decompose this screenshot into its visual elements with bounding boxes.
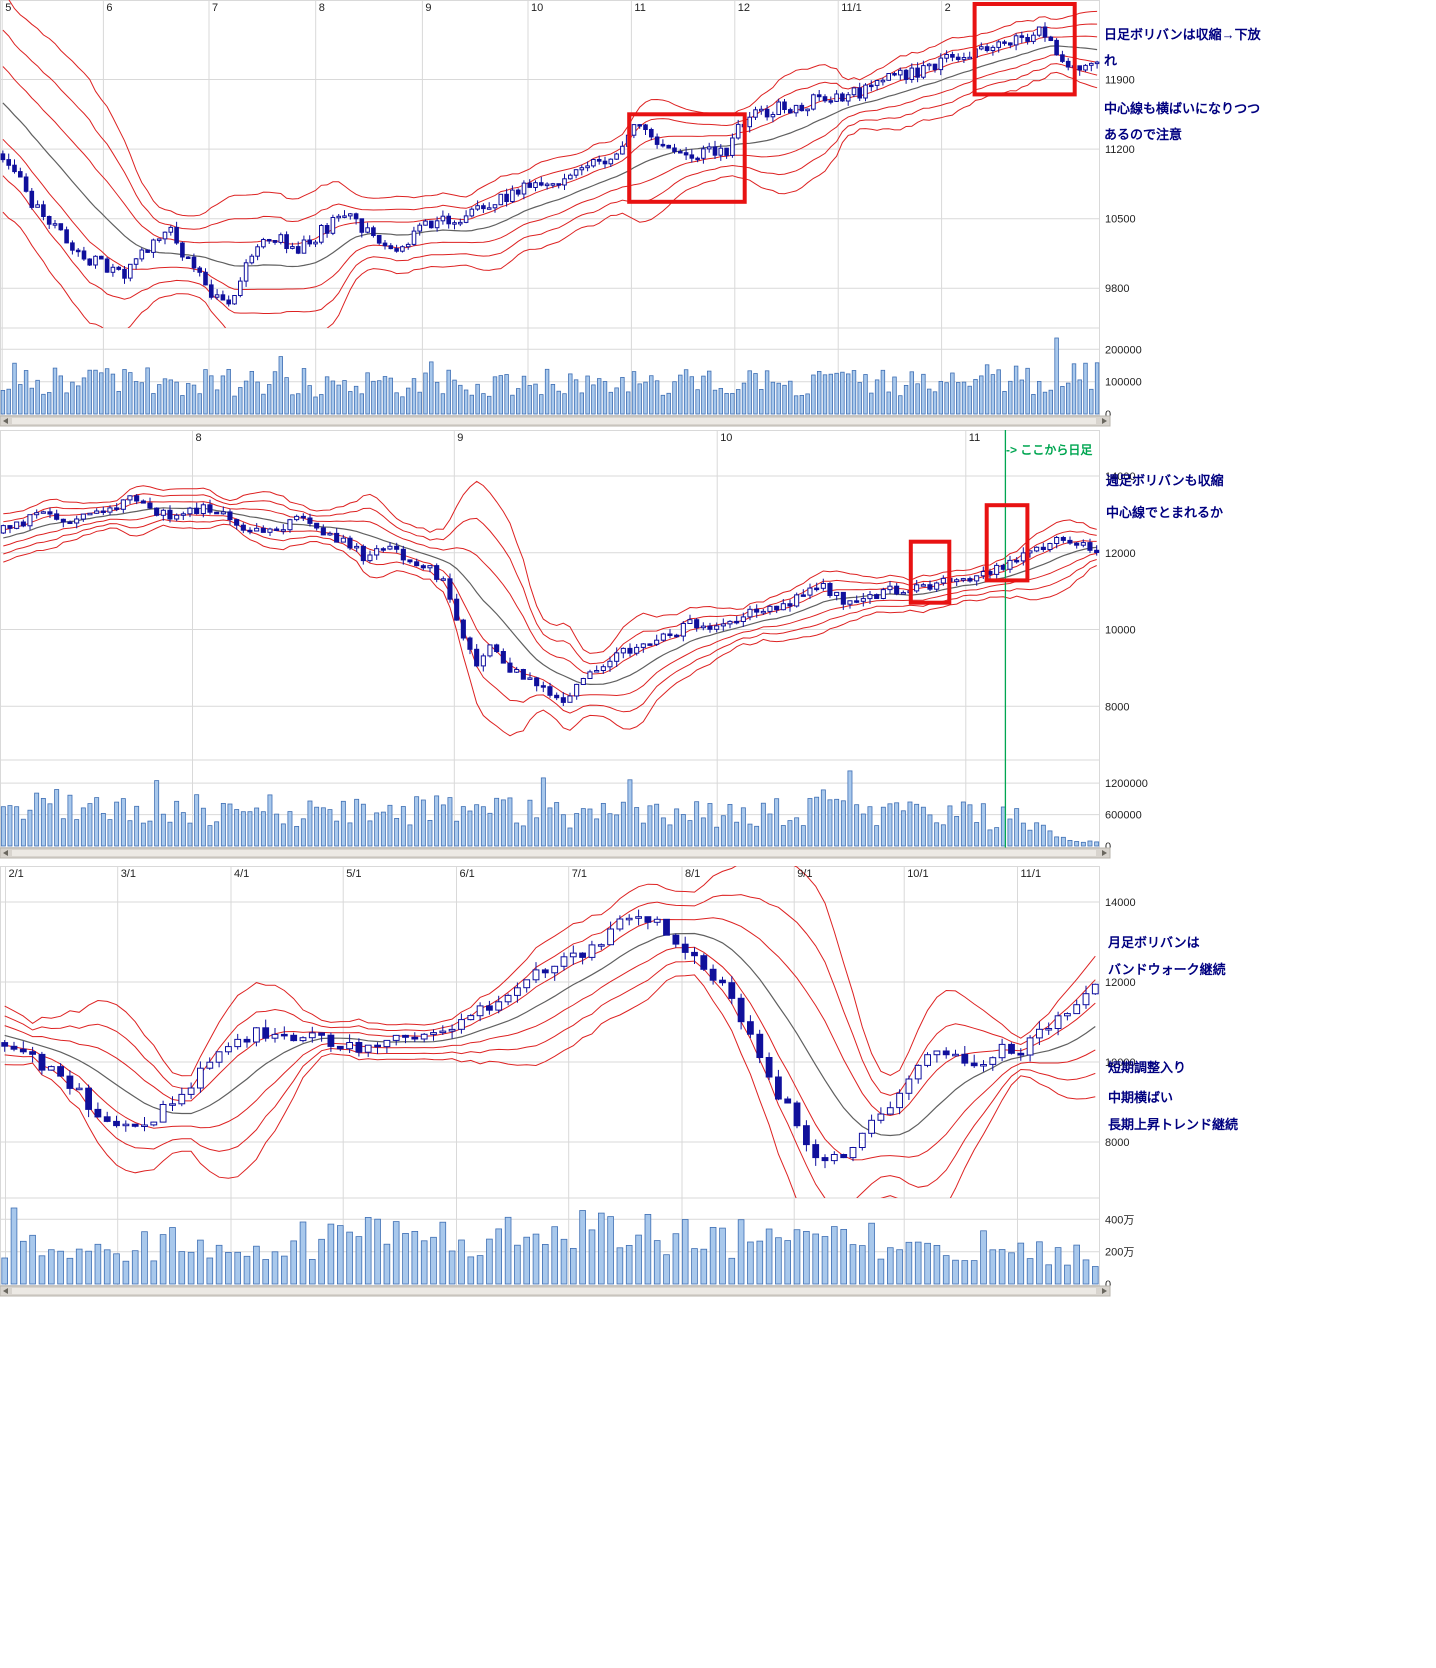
- daily-chart: 5 6 7 8 9 10 11 12 11/1 2 11900 11200 10500 9800 20000…: [0, 0, 1160, 428]
- svg-text:8/1: 8/1: [685, 868, 700, 880]
- svg-text:2/1: 2/1: [9, 868, 24, 880]
- svg-text:6/1: 6/1: [460, 868, 475, 880]
- svg-text:2: 2: [945, 2, 951, 14]
- daily-note-2: 中心線も横ばいになりつつあるので注意: [1104, 101, 1261, 142]
- svg-text:8000: 8000: [1105, 1137, 1129, 1149]
- svg-text:1200000: 1200000: [1105, 778, 1148, 790]
- svg-text:10/1: 10/1: [907, 868, 928, 880]
- highlight-box: [972, 2, 1077, 97]
- svg-text:0: 0: [1105, 1279, 1111, 1291]
- svg-text:9: 9: [425, 2, 431, 14]
- axis-labels: 8 9 10 11 14000 12000 10000 8000 1200000 600000 0: [196, 432, 1148, 853]
- svg-text:3/1: 3/1: [121, 868, 136, 880]
- svg-text:8: 8: [319, 2, 325, 14]
- candlesticks: [0, 22, 1100, 307]
- svg-text:5: 5: [5, 2, 11, 14]
- svg-text:11/1: 11/1: [1021, 868, 1042, 880]
- svg-text:7/1: 7/1: [572, 868, 587, 880]
- svg-text:8: 8: [196, 432, 202, 444]
- highlight-box: [908, 539, 952, 605]
- svg-text:5/1: 5/1: [346, 868, 361, 880]
- svg-text:11: 11: [969, 432, 980, 444]
- svg-text:10: 10: [531, 2, 543, 14]
- svg-text:4/1: 4/1: [234, 868, 249, 880]
- monthly-chart-svg: 2/1 3/1 4/1 5/1 6/1 7/1 8/1 9/1 10/1 11/1 14000 120…: [0, 866, 1160, 1298]
- daily-start-marker-label: -> ここから日足: [1006, 443, 1093, 457]
- svg-text:9: 9: [457, 432, 463, 444]
- svg-text:11/1: 11/1: [841, 2, 862, 14]
- svg-text:10000: 10000: [1105, 625, 1136, 637]
- candlesticks: [1, 909, 1099, 1169]
- svg-text:9/1: 9/1: [797, 868, 812, 880]
- monthly-chart: 2/1 3/1 4/1 5/1 6/1 7/1 8/1 9/1 10/1 11/1 14000 120…: [0, 866, 1160, 1298]
- svg-text:9800: 9800: [1105, 283, 1129, 295]
- svg-text:400万: 400万: [1105, 1214, 1134, 1226]
- monthly-note-4: 中期横ばい: [1108, 1090, 1174, 1105]
- svg-text:11: 11: [634, 2, 645, 14]
- bollinger-bands: [2, 0, 1098, 328]
- monthly-note-1: 月足ボリバンは: [1108, 935, 1200, 950]
- scroll-left-icon[interactable]: [3, 850, 8, 856]
- volume-bars: [0, 770, 1100, 847]
- svg-text:12000: 12000: [1105, 977, 1136, 989]
- weekly-chart-svg: 8 9 10 11 14000 12000 10000 8000 1200000 600000 0: [0, 430, 1160, 860]
- svg-text:14000: 14000: [1105, 897, 1136, 909]
- svg-text:12000: 12000: [1105, 548, 1136, 560]
- svg-text:8000: 8000: [1105, 701, 1129, 713]
- volume-bars: [0, 337, 1100, 415]
- weekly-chart: 8 9 10 11 14000 12000 10000 8000 1200000 600000 0: [0, 430, 1160, 860]
- svg-text:12: 12: [738, 2, 750, 14]
- volume-bars: [1, 1207, 1099, 1285]
- scroll-right-icon[interactable]: [1102, 1288, 1107, 1294]
- highlight-box: [984, 503, 1030, 583]
- svg-text:0: 0: [1105, 409, 1111, 421]
- svg-text:10000: 10000: [1105, 1057, 1136, 1069]
- svg-text:6: 6: [106, 2, 112, 14]
- bollinger-bands: [4, 866, 1096, 1198]
- svg-text:200000: 200000: [1105, 344, 1142, 356]
- highlight-box: [627, 112, 747, 204]
- daily-note-1: 日足ボリバンは収縮→下放れ: [1104, 27, 1261, 68]
- h-scrollbar[interactable]: [0, 415, 1111, 427]
- monthly-note-3: 短期調整入り: [1108, 1060, 1187, 1075]
- svg-text:10: 10: [720, 432, 732, 444]
- monthly-note-5: 長期上昇トレンド継続: [1108, 1117, 1239, 1132]
- svg-text:0: 0: [1105, 841, 1111, 853]
- scroll-left-icon[interactable]: [3, 418, 8, 424]
- scroll-left-icon[interactable]: [3, 1288, 8, 1294]
- svg-text:14000: 14000: [1105, 471, 1136, 483]
- weekly-note-2: 中心線でとまれるか: [1106, 505, 1224, 520]
- axis-labels: 5 6 7 8 9 10 11 12 11/1 2 11900 11200 10500 9800 20000…: [5, 2, 1142, 421]
- svg-text:7: 7: [212, 2, 218, 14]
- svg-text:11200: 11200: [1105, 144, 1135, 156]
- scroll-right-icon[interactable]: [1102, 418, 1107, 424]
- h-scrollbar[interactable]: [0, 1285, 1111, 1297]
- daily-chart-svg: 5 6 7 8 9 10 11 12 11/1 2 11900 11200 10500 9800 20000…: [0, 0, 1160, 428]
- svg-text:11900: 11900: [1105, 75, 1135, 87]
- svg-text:100000: 100000: [1105, 377, 1142, 389]
- svg-text:600000: 600000: [1105, 810, 1142, 822]
- scroll-right-icon[interactable]: [1102, 850, 1107, 856]
- bollinger-bands: [3, 480, 1097, 737]
- monthly-note-2: バンドウォーク継続: [1108, 962, 1226, 977]
- weekly-note-1: 週足ボリバンも収縮: [1106, 473, 1224, 488]
- axis-labels: 2/1 3/1 4/1 5/1 6/1 7/1 8/1 9/1 10/1 11/1 14000 120…: [9, 868, 1136, 1291]
- svg-text:200万: 200万: [1105, 1247, 1134, 1259]
- h-scrollbar[interactable]: [0, 847, 1111, 859]
- svg-text:10500: 10500: [1105, 214, 1136, 226]
